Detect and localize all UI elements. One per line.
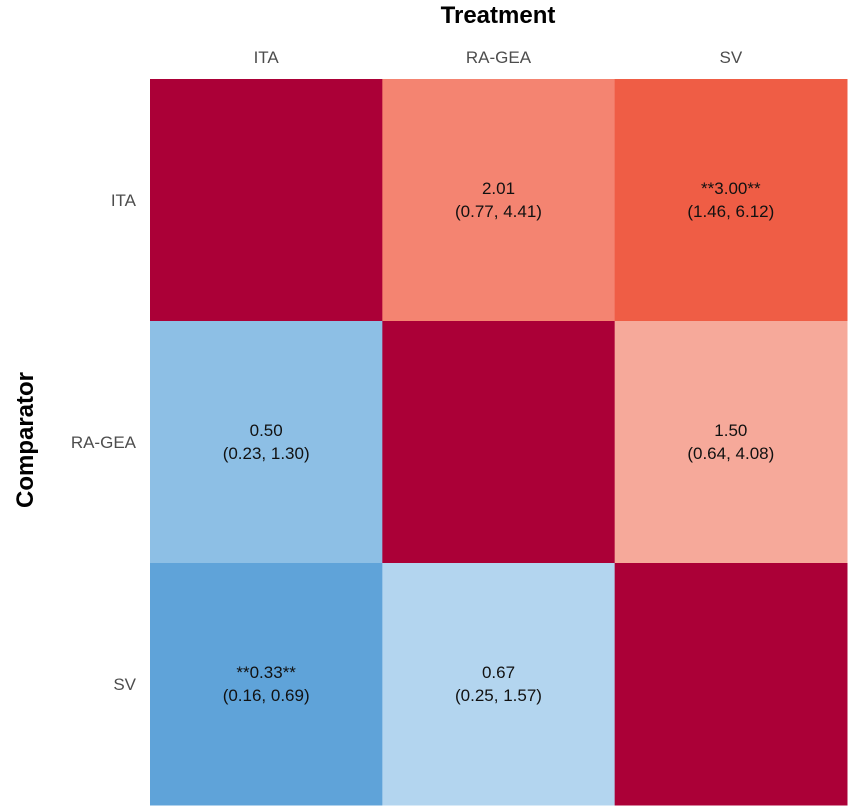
heatmap-cell (614, 563, 848, 806)
heatmap-cell (382, 79, 616, 322)
heatmap-cell (382, 321, 616, 564)
cell-value-label: 2.01 (482, 179, 515, 198)
x-tick-labels: ITA RA-GEA SV (254, 48, 743, 67)
cell-value-label: 0.67 (482, 663, 515, 682)
chart-title: Treatment (440, 2, 556, 29)
heatmap-cell (614, 79, 848, 322)
x-tick-label: RA-GEA (466, 48, 532, 67)
cell-ci-label: (1.46, 6.12) (687, 202, 774, 221)
x-tick-label: SV (719, 48, 742, 67)
heatmap-cell (150, 321, 383, 564)
cell-ci-label: (0.23, 1.30) (223, 444, 310, 463)
cell-ci-label: (0.25, 1.57) (455, 686, 542, 705)
cell-ci-label: (0.77, 4.41) (455, 202, 542, 221)
heatmap-cell (614, 321, 848, 564)
heatmap-cells: 2.01 (0.77, 4.41) **3.00** (1.46, 6.12) 0.50… (150, 79, 848, 806)
cell-value-label: **3.00** (701, 179, 761, 198)
heatmap-cell (150, 563, 383, 806)
y-tick-label: ITA (111, 191, 137, 210)
cell-ci-label: (0.16, 0.69) (223, 686, 310, 705)
cell-value-label: **0.33** (236, 663, 296, 682)
y-tick-label: SV (113, 675, 136, 694)
y-tick-labels: ITA RA-GEA SV (71, 191, 137, 694)
cell-value-label: 0.50 (250, 421, 283, 440)
heatmap-cell (382, 563, 616, 806)
heatmap-cell (150, 79, 383, 322)
y-tick-label: RA-GEA (71, 433, 137, 452)
cell-value-label: 1.50 (714, 421, 747, 440)
x-tick-label: ITA (254, 48, 280, 67)
cell-ci-label: (0.64, 4.08) (687, 444, 774, 463)
